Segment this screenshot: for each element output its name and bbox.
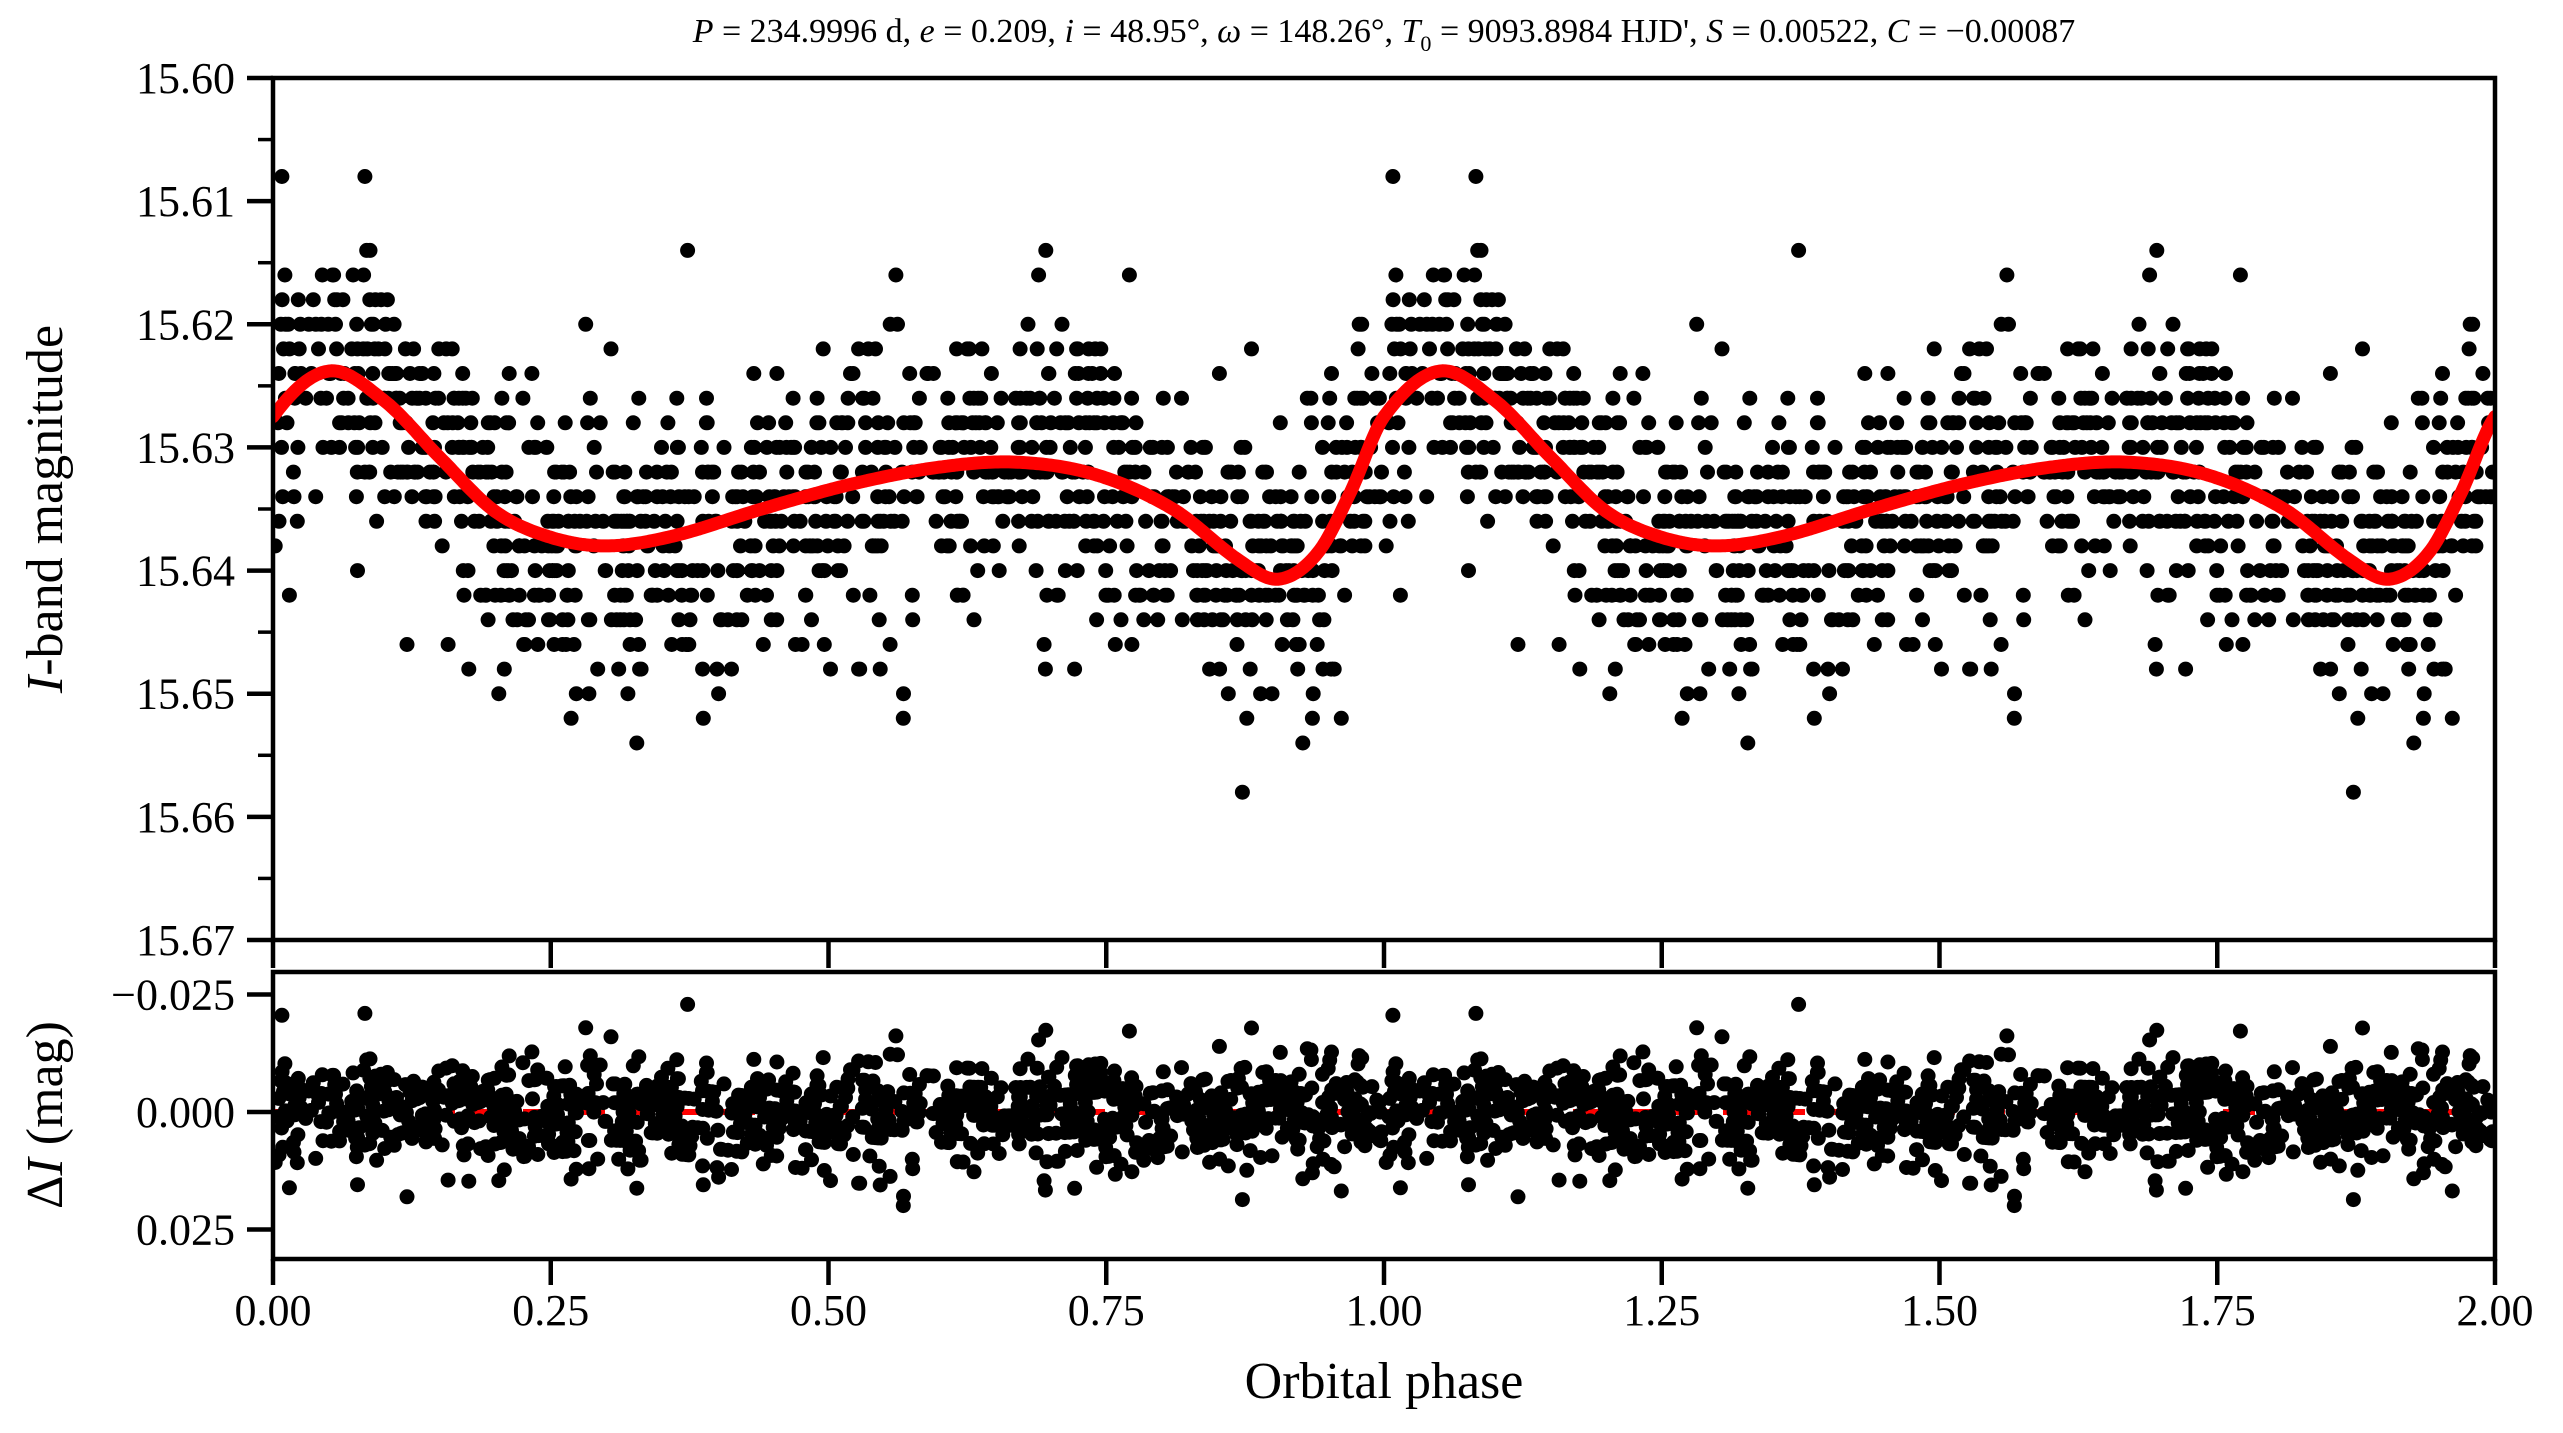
ytick-label: 0.025 <box>136 1206 235 1255</box>
text-layer: Orbital phase 15.60 15.61 15.62 15.63 15.64 1… <box>17 13 2534 1410</box>
xtick-label: 0.50 <box>790 1286 867 1335</box>
light-curve-panel-box <box>270 75 2498 943</box>
xtick-label: 1.75 <box>2179 1286 2256 1335</box>
ytick-label: 15.61 <box>136 177 235 226</box>
xtick-label: 0.75 <box>1068 1286 1145 1335</box>
y-axis-label-residual: ΔI (mag) <box>17 1021 74 1209</box>
ytick-label: 0.000 <box>136 1088 235 1137</box>
residuals-panel-data <box>273 996 2495 1214</box>
ytick-label: 15.65 <box>136 670 235 719</box>
xtick-label: 0.00 <box>235 1286 312 1335</box>
ytick-label: 15.67 <box>136 916 235 965</box>
light-curve-panel-data <box>273 169 2495 800</box>
x-axis-label: Orbital phase <box>1245 1353 1524 1410</box>
y-axis-label-magnitude: I-band magnitude <box>17 325 74 694</box>
axes-and-ticks <box>247 75 2498 1285</box>
ytick-label: 15.63 <box>136 423 235 472</box>
residual-points <box>273 996 2495 1214</box>
xtick-label: 0.25 <box>512 1286 589 1335</box>
xtick-label: 1.00 <box>1346 1286 1423 1335</box>
ytick-label: −0.025 <box>111 971 235 1020</box>
light-curve-points <box>273 169 2495 800</box>
xtick-label: 1.50 <box>1901 1286 1978 1335</box>
ytick-label: 15.62 <box>136 300 235 349</box>
xtick-label: 1.25 <box>1623 1286 1700 1335</box>
model-curve <box>273 364 2495 586</box>
figure-title: P = 234.9996 d, e = 0.209, i = 48.95°, ω… <box>692 13 2076 56</box>
ytick-label: 15.64 <box>136 547 235 596</box>
ytick-label: 15.66 <box>136 793 235 842</box>
ytick-label: 15.60 <box>136 54 235 103</box>
xtick-label: 2.00 <box>2457 1286 2534 1335</box>
